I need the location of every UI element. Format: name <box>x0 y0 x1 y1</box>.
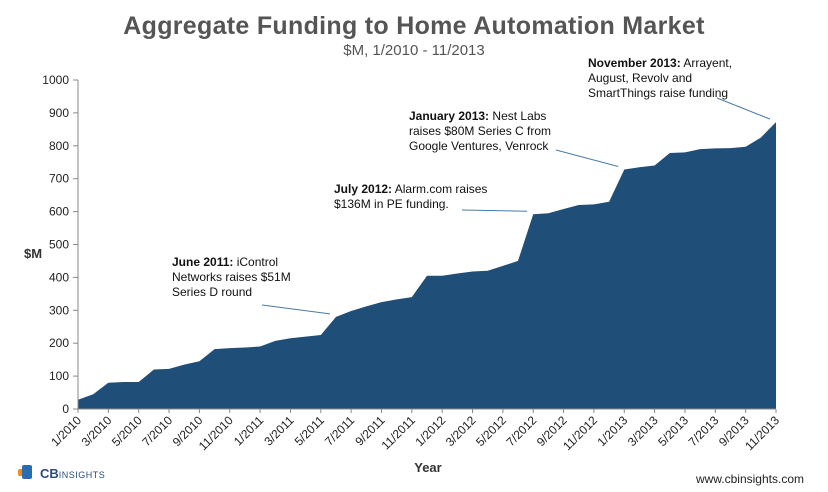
y-tick-label: 300 <box>49 303 69 317</box>
x-tick-label: 3/2012 <box>443 413 479 449</box>
logo-wordmark: CBINSIGHTS <box>40 465 106 481</box>
annotation-text: November 2013: Arrayent, August, Revolv a… <box>588 56 732 100</box>
chart-title: Aggregate Funding to Home Automation Mar… <box>123 12 705 40</box>
y-tick-label: 0 <box>62 402 69 416</box>
y-tick-label: 900 <box>49 106 69 120</box>
annotation-leader-line <box>461 209 528 212</box>
x-tick-label: 3/2013 <box>625 413 661 449</box>
x-tick-label: 1/2010 <box>48 413 84 449</box>
x-tick-label: 7/2012 <box>503 413 539 449</box>
x-tick-label: 11/2010 <box>196 413 236 453</box>
y-tick-label: 400 <box>49 270 69 284</box>
annotation-text: July 2012: Alarm.com raises $136M in PE f… <box>334 182 487 211</box>
x-tick-label: 1/2012 <box>412 413 448 449</box>
y-tick-label: 100 <box>49 369 69 383</box>
cb-logo-icon <box>18 465 36 481</box>
y-tick-label: 500 <box>49 238 69 252</box>
x-tick-label: 3/2011 <box>261 413 296 448</box>
cb-insights-logo[interactable]: CBINSIGHTS <box>18 465 105 481</box>
chart-subtitle: $M, 1/2010 - 11/2013 <box>343 42 485 59</box>
annotations: June 2011: iControl Networks raises $51M S… <box>172 56 771 315</box>
y-tick-label: 600 <box>49 205 69 219</box>
y-axis-ticks: 0 100 200 300 400 500 600 700 800 900 1000 <box>42 73 78 416</box>
y-tick-label: 700 <box>49 172 69 186</box>
annotation-text: June 2011: iControl Networks raises $51M S… <box>172 255 291 299</box>
funding-area <box>78 122 776 409</box>
x-tick-label: 7/2011 <box>322 413 357 448</box>
x-tick-label: 3/2010 <box>79 413 115 449</box>
annotation-leader-line <box>555 149 619 167</box>
x-tick-label: 7/2010 <box>139 413 175 449</box>
annotation-text: January 2013: Nest Labs raises $80M Serie… <box>409 109 551 153</box>
x-tick-label: 1/2013 <box>595 413 631 449</box>
y-tick-label: 800 <box>49 139 69 153</box>
annotation-leader-line <box>261 304 331 315</box>
x-tick-label: 5/2010 <box>109 413 145 449</box>
x-tick-label: 11/2013 <box>742 413 782 453</box>
x-tick-label: 5/2012 <box>473 413 509 449</box>
x-axis-label: Year <box>414 460 441 475</box>
x-tick-label: 5/2011 <box>292 413 327 448</box>
x-axis-ticks: 1/20103/20105/20107/20109/201011/20101/2… <box>48 409 782 453</box>
x-tick-label: 1/2011 <box>231 413 266 448</box>
x-tick-label: 5/2013 <box>655 413 691 449</box>
y-tick-label: 200 <box>49 336 69 350</box>
y-axis-label: $M <box>24 246 42 261</box>
annotation-leader-line <box>716 97 771 120</box>
source-url[interactable]: www.cbinsights.com <box>695 472 804 486</box>
x-tick-label: 11/2012 <box>560 413 600 453</box>
x-tick-label: 7/2013 <box>686 413 722 449</box>
y-tick-label: 1000 <box>42 73 69 87</box>
x-tick-label: 11/2011 <box>379 413 419 453</box>
